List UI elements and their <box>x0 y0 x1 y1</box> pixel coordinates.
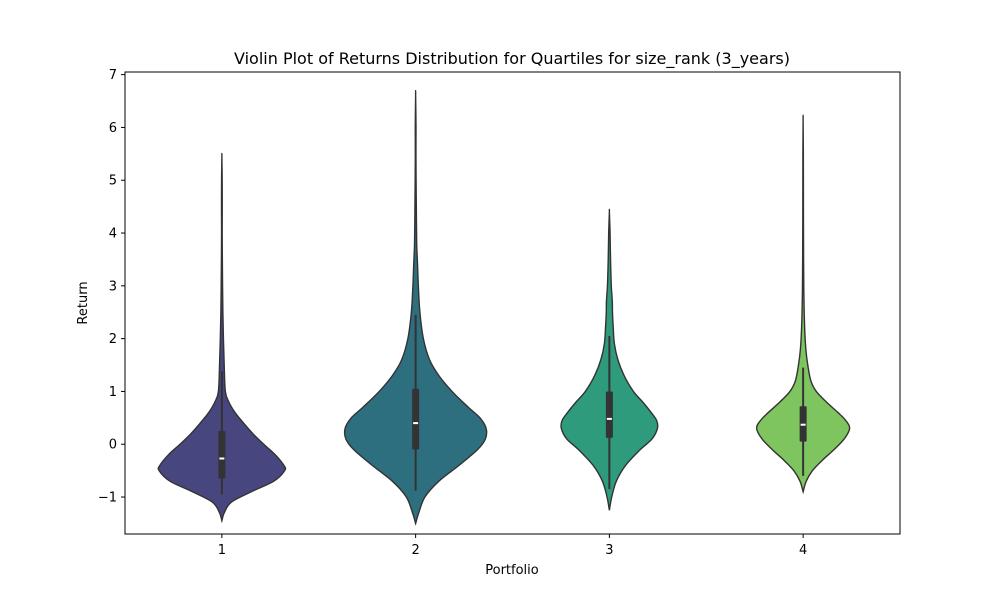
y-tick-label: 7 <box>109 68 117 83</box>
x-tick-label: 4 <box>799 543 807 558</box>
y-tick-label: 6 <box>109 121 117 136</box>
x-tick-label: 1 <box>218 543 226 558</box>
y-tick-label: 3 <box>109 279 117 294</box>
chart-title: Violin Plot of Returns Distribution for … <box>234 49 790 69</box>
violin-iqr-box <box>412 388 420 450</box>
plot-frame <box>124 71 901 535</box>
violin-body <box>343 89 488 526</box>
y-tick-label: −1 <box>98 491 117 506</box>
y-tick-label: 4 <box>109 227 117 242</box>
x-tick-label: 3 <box>605 543 613 558</box>
y-tick-label: 5 <box>109 174 117 189</box>
violin-body <box>157 152 287 524</box>
y-tick-label: 1 <box>109 385 117 400</box>
x-axis: 1 2 3 4 <box>218 534 807 558</box>
violin-iqr-box <box>605 391 613 438</box>
y-tick-label: 0 <box>109 438 117 453</box>
y-tick-label: 2 <box>109 332 117 347</box>
violins-group <box>157 89 851 526</box>
x-axis-label: Portfolio <box>485 563 539 578</box>
x-tick-label: 2 <box>411 543 419 558</box>
y-axis-label: Return <box>76 281 91 324</box>
violin-body <box>755 114 851 495</box>
violin-iqr-box <box>218 431 226 479</box>
y-axis: −1 0 1 2 3 4 5 6 7 <box>98 68 125 506</box>
